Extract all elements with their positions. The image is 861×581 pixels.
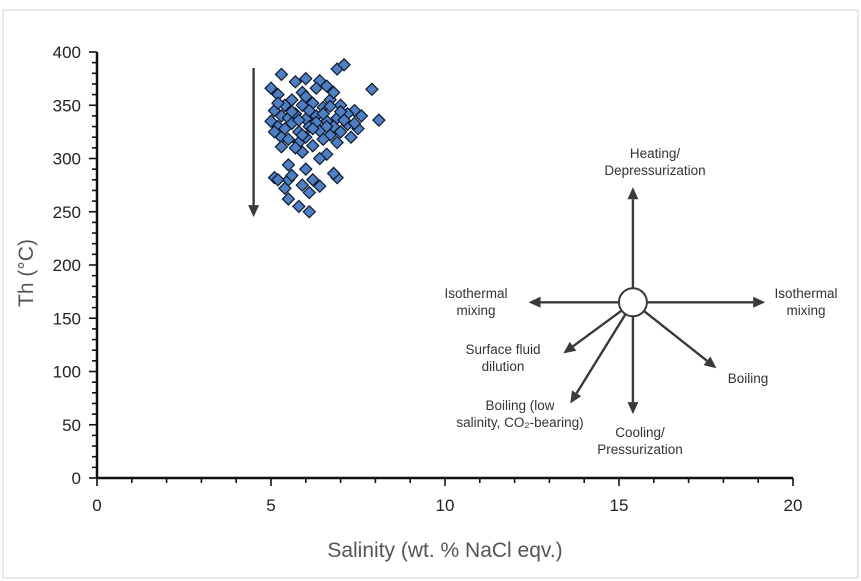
origin-circle — [617, 287, 648, 318]
data-point — [302, 103, 317, 118]
chart-frame — [2, 9, 859, 579]
data-point — [326, 85, 341, 100]
data-point — [298, 89, 313, 104]
data-point — [288, 141, 303, 155]
data-point — [278, 181, 292, 196]
data-point — [295, 128, 310, 142]
process-arrow-head — [528, 296, 541, 308]
process-label-line: mixing — [786, 303, 825, 318]
data-point — [305, 138, 320, 153]
process-label-line: salinity, CO₂-bearing) — [456, 415, 583, 430]
process-arrow-head — [627, 187, 639, 200]
data-point — [316, 132, 331, 147]
axes-layer: 0 50 100 150 200 250 300 350 400 0 5 10 15 20 — [53, 43, 803, 515]
x-tick-label: 10 — [436, 496, 455, 515]
process-label-line: Depressurization — [604, 163, 705, 178]
data-point — [285, 104, 299, 119]
process-arrow-head — [627, 402, 639, 415]
marks-layer — [264, 57, 386, 219]
data-point — [281, 158, 296, 172]
data-point — [372, 113, 386, 128]
process-arrow-line — [643, 310, 708, 362]
y-tick-label: 0 — [72, 469, 81, 488]
y-tick-label: 150 — [53, 309, 81, 328]
data-point — [298, 71, 313, 86]
data-point — [337, 57, 351, 72]
process-label-line: dilution — [482, 359, 525, 374]
data-point — [298, 162, 313, 176]
process-label-line: Cooling/ — [615, 425, 665, 440]
process-arrow-head — [703, 356, 717, 369]
process-label-line: Boiling (low — [485, 398, 554, 413]
data-point — [312, 151, 327, 166]
data-point — [365, 82, 379, 97]
data-point — [344, 130, 358, 145]
data-point — [302, 185, 317, 200]
process-label-line: Isothermal — [444, 286, 507, 301]
process-label: Isothermal mixing — [774, 286, 837, 318]
data-point — [302, 204, 317, 219]
process-arrow-head — [570, 390, 582, 404]
process-label-line: Heating/ — [630, 146, 681, 161]
process-label-line: Boiling — [728, 371, 769, 386]
data-point — [264, 81, 278, 96]
data-point — [291, 199, 306, 214]
y-tick-label: 250 — [53, 203, 81, 222]
trend-arrow-head — [248, 205, 260, 218]
data-point — [281, 192, 296, 206]
x-tick-label: 20 — [784, 496, 803, 515]
data-point — [288, 74, 303, 89]
data-point — [347, 116, 362, 131]
data-point — [330, 135, 344, 150]
x-tick-label: 0 — [92, 496, 101, 515]
x-axis-title: Salinity (wt. % NaCl eqv.) — [327, 539, 562, 562]
data-point — [271, 172, 285, 187]
process-label-line: Surface fluid — [465, 342, 540, 357]
data-point — [271, 96, 285, 110]
x-tick-label: 15 — [610, 496, 629, 515]
data-point — [305, 172, 320, 187]
data-point — [281, 132, 296, 147]
data-point — [274, 139, 289, 154]
data-point — [326, 166, 341, 181]
data-point — [291, 113, 306, 128]
process-label: Boiling (low salinity, CO₂-bearing) — [456, 398, 583, 430]
y-axis-title: Th (°C) — [15, 239, 38, 307]
process-label: Boiling — [728, 371, 769, 386]
data-point — [274, 67, 289, 82]
data-point — [333, 104, 348, 119]
data-point — [295, 178, 310, 192]
annotation-layer: Heating/Depressurization Isothermal mixing… — [248, 67, 838, 457]
data-point — [319, 119, 334, 134]
y-tick-label: 350 — [53, 96, 81, 115]
data-point — [305, 121, 320, 136]
y-tick-label: 50 — [62, 416, 81, 435]
data-point — [354, 109, 369, 123]
process-arrow-head — [563, 341, 577, 354]
process-label: Cooling/Pressurization — [597, 425, 683, 457]
x-tick-label: 5 — [266, 496, 275, 515]
process-label-line: mixing — [456, 303, 495, 318]
data-point — [312, 179, 327, 194]
y-tick-label: 400 — [53, 43, 81, 62]
process-label: Heating/Depressurization — [604, 146, 705, 178]
y-tick-label: 200 — [53, 256, 81, 275]
process-label-line: Pressurization — [597, 442, 683, 457]
y-tick-label: 100 — [53, 363, 81, 382]
process-arrow-line — [572, 309, 623, 348]
process-label: Isothermal mixing — [444, 286, 507, 318]
process-arrow-head — [753, 296, 766, 308]
y-tick-label: 300 — [53, 150, 81, 169]
process-arrow-line — [575, 313, 627, 394]
data-point — [316, 106, 331, 121]
data-point — [323, 99, 338, 114]
data-point — [319, 79, 334, 93]
process-label-line: Isothermal — [774, 286, 837, 301]
process-label: Surface fluid dilution — [465, 342, 540, 374]
data-point — [285, 168, 299, 183]
